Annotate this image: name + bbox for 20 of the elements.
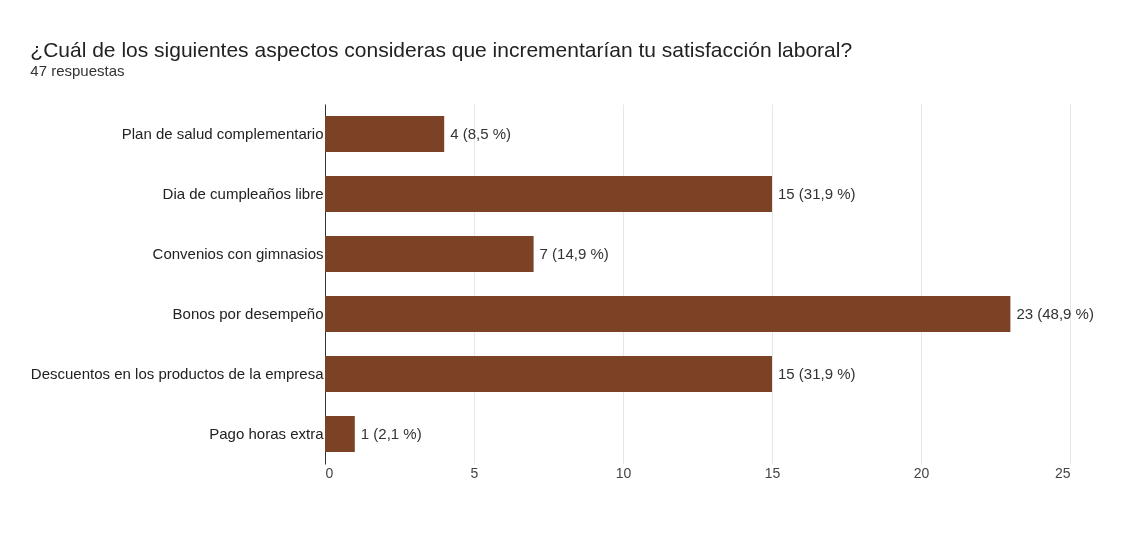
x-tick-label: 0: [325, 464, 334, 481]
x-tick-label: 20: [913, 464, 930, 481]
y-tick-label: Dia de cumpleaños libre: [162, 185, 324, 202]
y-tick-label: Bonos por desempeño: [172, 305, 324, 322]
data-label: 15 (31,9 %): [778, 365, 856, 382]
data-label: 4 (8,5 %): [450, 125, 512, 142]
x-tick-label: 25: [1054, 464, 1071, 481]
x-tick-label: 15: [764, 464, 781, 481]
y-tick-label: Descuentos en los productos de la empresa: [30, 365, 325, 382]
data-label: 23 (48,9 %): [1016, 305, 1094, 322]
y-tick-label: Pago horas extra: [209, 425, 325, 442]
data-label: 15 (31,9 %): [778, 185, 856, 202]
y-tick-label: Plan de salud complementario: [121, 125, 324, 142]
chart-title: ¿Cuál de los siguientes aspectos consideras que incrementarían tu satisfacción laboral?: [30, 38, 853, 61]
x-tick-label: 10: [615, 464, 632, 481]
text: 47 respuestas: [30, 62, 125, 79]
data-label: 7 (14,9 %): [539, 245, 609, 262]
y-tick-label: Convenios con gimnasios: [152, 245, 324, 262]
data-label: 1 (2,1 %): [360, 425, 422, 442]
x-tick-label: 5: [470, 464, 479, 481]
